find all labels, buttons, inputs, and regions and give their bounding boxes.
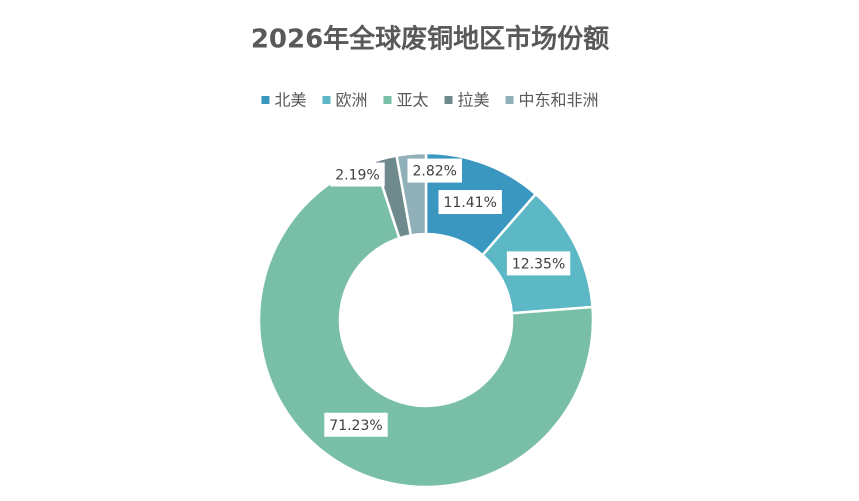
legend: 北美 欧洲 亚太 拉美 中东和非洲 bbox=[261, 91, 599, 110]
data-label-box bbox=[330, 162, 385, 187]
data-label-text: 12.35% bbox=[512, 256, 565, 272]
data-label-text: 2.19% bbox=[335, 168, 379, 184]
data-label-text: 71.23% bbox=[329, 418, 382, 434]
legend-item: 北美 bbox=[261, 91, 306, 110]
legend-label: 中东和非洲 bbox=[519, 91, 599, 110]
legend-label: 亚太 bbox=[396, 91, 428, 110]
legend-label: 拉美 bbox=[458, 91, 490, 110]
donut-slice bbox=[257, 159, 595, 489]
data-label-text: 11.41% bbox=[444, 195, 497, 211]
data-label-text: 2.82% bbox=[412, 164, 456, 180]
legend-swatch bbox=[444, 96, 453, 104]
data-label: 11.41% bbox=[438, 190, 502, 215]
legend-swatch bbox=[383, 96, 392, 104]
legend-item: 中东和非洲 bbox=[505, 91, 599, 110]
legend-item: 拉美 bbox=[444, 91, 490, 110]
legend-swatch bbox=[261, 96, 270, 104]
data-labels: 11.41% 12.35% 71.23% 2.19% 2.82% bbox=[324, 158, 571, 437]
data-label-box bbox=[438, 190, 502, 215]
data-label-box bbox=[506, 251, 571, 276]
data-label-box bbox=[324, 412, 388, 437]
data-label: 71.23% bbox=[324, 412, 388, 437]
legend-item: 欧洲 bbox=[322, 91, 367, 110]
legend-swatch bbox=[322, 96, 331, 104]
legend-swatch bbox=[505, 96, 514, 104]
legend-label: 欧洲 bbox=[335, 91, 367, 110]
data-label-box bbox=[407, 158, 462, 183]
legend-item: 亚太 bbox=[383, 91, 429, 110]
chart-title: 2026年全球废铜地区市场份额 bbox=[251, 24, 609, 55]
data-label: 2.19% bbox=[330, 162, 385, 187]
legend-label: 北美 bbox=[274, 91, 306, 110]
data-label: 12.35% bbox=[506, 251, 571, 276]
data-label: 2.82% bbox=[407, 158, 462, 183]
